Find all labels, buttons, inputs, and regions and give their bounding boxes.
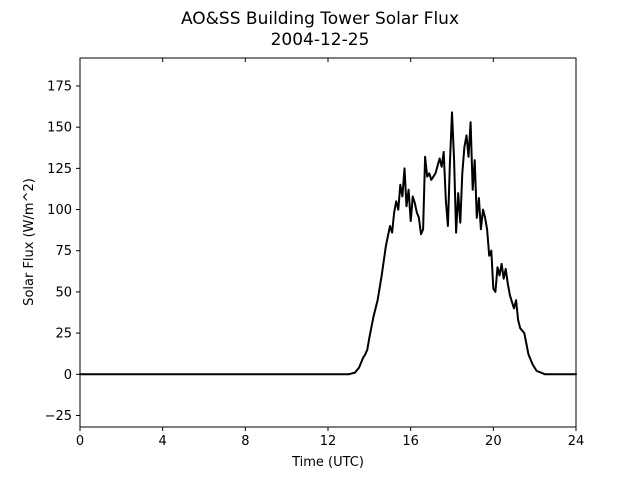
x-axis-label: Time (UTC) [291,455,364,470]
y-tick-label: 175 [47,80,72,95]
y-tick-label: 125 [47,162,72,177]
y-axis-label: Solar Flux (W/m^2) [22,178,37,306]
x-axis: 0 4 8 12 16 20 24 [76,58,584,449]
y-tick-label: −25 [45,409,72,424]
y-axis: −25 0 25 50 75 100 125 150 175 [45,80,80,424]
solar-flux-line [79,111,577,376]
x-tick-label: 24 [568,434,585,449]
x-tick-label: 4 [159,434,167,449]
y-tick-label: 75 [55,244,72,259]
x-tick-label: 20 [485,434,502,449]
chart-title: AO&SS Building Tower Solar Flux [181,9,459,29]
y-tick-label: 150 [47,121,72,136]
x-tick-label: 8 [241,434,249,449]
plot-area [80,58,576,427]
y-tick-label: 100 [47,203,72,218]
x-tick-label: 12 [320,434,337,449]
chart-subtitle: 2004-12-25 [271,30,370,50]
y-tick-label: 25 [55,327,72,342]
x-tick-label: 16 [402,434,419,449]
y-tick-label: 50 [55,285,72,300]
plot-frame [79,57,577,428]
y-tick-label: 0 [64,368,72,383]
x-tick-label: 0 [76,434,84,449]
